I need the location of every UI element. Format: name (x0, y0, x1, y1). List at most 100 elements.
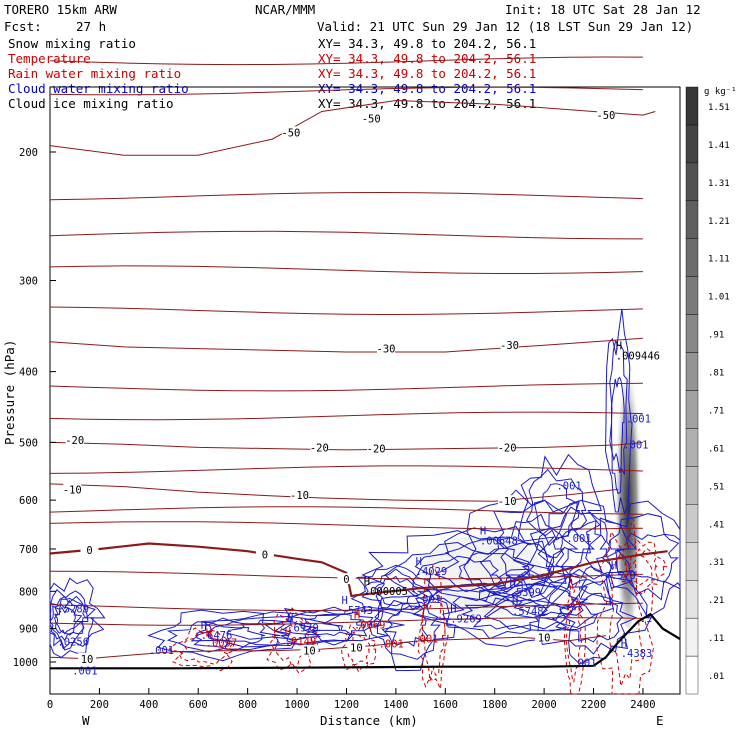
isotherm-label: 10 (350, 642, 363, 654)
extremum-value: .001 (626, 414, 651, 426)
extremum-value: .001 (379, 638, 404, 650)
isotherm-label-bg (63, 483, 82, 495)
isotherm-label: -30 (377, 344, 396, 356)
rain-contour (565, 598, 583, 683)
extremum-marker: H (416, 556, 422, 568)
cloud-contour (414, 526, 574, 602)
isotherm-label-bg (65, 433, 84, 445)
extremum-value: .9269 (450, 614, 482, 626)
extremum-marker: H (621, 638, 627, 650)
cloud-contour (536, 506, 624, 586)
model-title: TORERO 15km ARW (4, 2, 117, 17)
cloud-contour (614, 532, 680, 583)
cloud-contour (53, 606, 78, 635)
legend-label: Rain water mixing ratio (8, 66, 181, 81)
extremum-value: .5748 (512, 606, 544, 618)
colorbar-swatch (685, 655, 699, 695)
center-name: NCAR/MMM (255, 2, 315, 17)
isotherm-label-bg (337, 573, 356, 585)
y-axis-label: Pressure (hPa) (2, 340, 17, 445)
cloud-contour (555, 519, 608, 579)
isotherm (49, 506, 643, 515)
isotherm-label: -10 (63, 484, 82, 496)
extremum-value: .001 (149, 645, 174, 657)
isotherm-label-bg (498, 495, 517, 507)
isotherm-label: -50 (362, 114, 381, 126)
cloud-contour (208, 615, 341, 647)
cloud-contour (510, 582, 579, 617)
init-time: Init: 18 UTC Sat 28 Jan 12 (505, 2, 701, 17)
extremum-value: .001 (571, 658, 596, 670)
isotherm-label: 0 (86, 545, 92, 557)
cloud-contour (528, 499, 638, 610)
isotherm (49, 86, 643, 96)
legend: Snow mixing ratio XY= 34.3, 49.8 to 204.… (8, 36, 536, 111)
extremum-value: .6476 (201, 630, 233, 642)
extremum-value: .0097 (206, 637, 238, 649)
isotherm (49, 382, 643, 392)
colorbar-label: 1.21 (708, 217, 730, 227)
colorbar-label: .61 (708, 444, 724, 454)
extremum-value: .001 (416, 594, 441, 606)
rain-contour (608, 553, 645, 687)
x-tick-label: 400 (139, 699, 158, 711)
y-tick-label: 600 (19, 495, 38, 507)
isotherm-label-bg (255, 548, 274, 560)
x-tick-label: 200 (90, 699, 109, 711)
x-tick-label: 2400 (630, 699, 655, 711)
extremum-value: .6979 (287, 622, 319, 634)
colorbar-label: 1.01 (708, 293, 730, 303)
cloud-contour (585, 500, 681, 619)
extremum-value: .5743 (342, 605, 374, 617)
isotherm (49, 191, 643, 201)
extremum-value: .4029 (416, 566, 448, 578)
colorbar-swatch (685, 276, 699, 315)
isotherm-label: -30 (500, 340, 519, 352)
cloud-contour (147, 609, 296, 662)
legend-label: Cloud water mixing ratio (8, 81, 189, 96)
extrema-labels: H.000005H.009446H.00648H.4029H.5399H.574… (57, 341, 660, 678)
x-tick-label: 800 (238, 699, 257, 711)
isotherm-label-bg (596, 109, 615, 121)
rain-contour (178, 631, 229, 666)
temperature-contours: -50 -50 -50 -30 -30 -20 -20 -20 -20 -10 -10 -10 0 0 0 1… (49, 56, 668, 666)
x-tick-label: 600 (189, 699, 208, 711)
cloud-contour (460, 597, 548, 631)
colorbar-label: .91 (708, 331, 724, 341)
isotherm-label: -10 (290, 490, 309, 502)
isotherm-label-bg (377, 342, 395, 354)
isotherm (49, 411, 643, 421)
legend-label: Snow mixing ratio (8, 36, 136, 51)
colorbar-swatch (685, 124, 699, 164)
west-label: W (82, 713, 90, 728)
isotherm (49, 617, 643, 626)
extremum-value: .001 (623, 440, 648, 452)
fcst-label: Fcst: (4, 19, 42, 34)
x-tick-label: 0 (47, 699, 53, 711)
east-label: E (656, 713, 664, 728)
cloud-contour (492, 573, 588, 621)
colorbar-swatch (685, 466, 699, 505)
isotherm-label-bg (290, 488, 309, 500)
colorbar-label: 1.11 (708, 255, 730, 265)
y-tick-label: 800 (19, 586, 38, 598)
cloud-contour (264, 606, 405, 646)
extremum-value: .001 (566, 533, 591, 545)
plot-frame (49, 86, 681, 695)
isotherm--10 (49, 483, 619, 502)
isotherm (49, 465, 643, 474)
isotherm-label: 0 (262, 549, 268, 561)
rain-contour (596, 518, 654, 695)
extremum-value: .0069 (354, 620, 386, 632)
cloud-contour (193, 622, 265, 649)
legend-xy: XY= 34.3, 49.8 to 204.2, 56.1 (318, 81, 536, 96)
x-tick-label: 1000 (284, 699, 309, 711)
colorbar-label: .71 (708, 406, 724, 416)
isotherm-label: -50 (281, 127, 300, 139)
colorbar-label: 1.51 (708, 103, 730, 113)
isotherm-label: -20 (367, 444, 386, 456)
extremum-marker: H (354, 610, 360, 622)
extremum-marker: H (480, 525, 486, 537)
colorbar-unit: g kg⁻¹ (704, 87, 737, 97)
isotherm (49, 602, 643, 612)
